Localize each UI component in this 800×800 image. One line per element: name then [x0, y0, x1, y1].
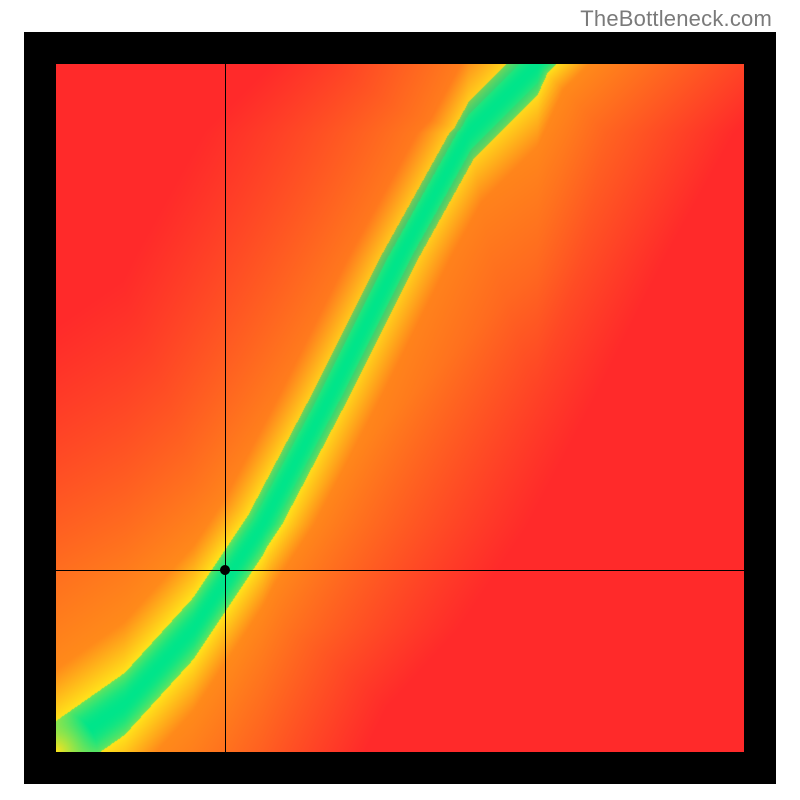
plot-area — [56, 64, 744, 752]
figure-container: TheBottleneck.com — [0, 0, 800, 800]
crosshair-vertical — [225, 64, 226, 752]
crosshair-horizontal — [56, 570, 744, 571]
heatmap-canvas — [56, 64, 744, 752]
marker-dot — [220, 565, 230, 575]
watermark-text: TheBottleneck.com — [580, 6, 772, 32]
